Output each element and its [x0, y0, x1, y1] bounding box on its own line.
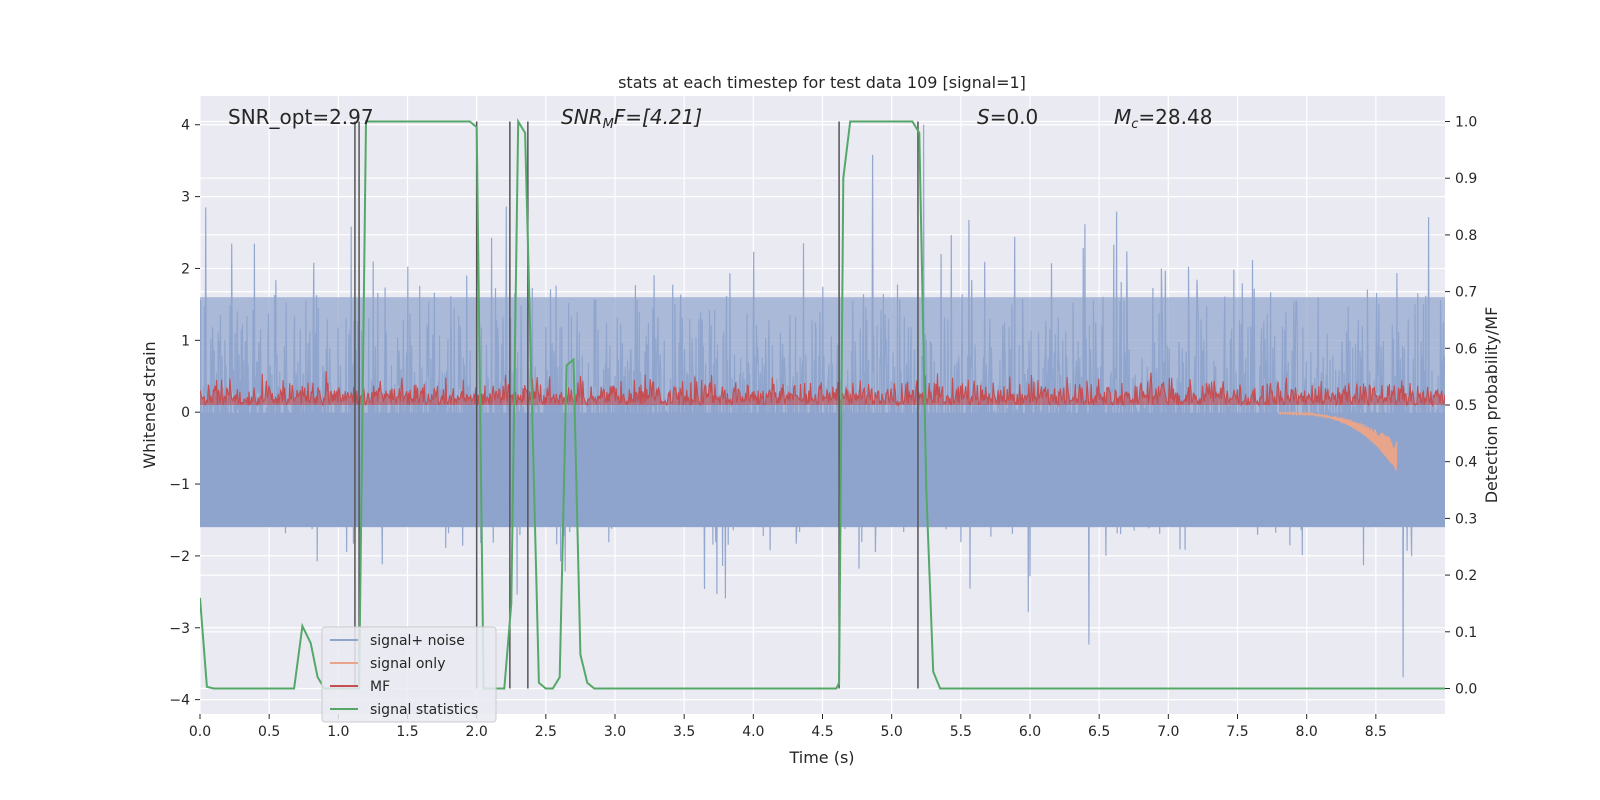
x-tick-label: 0.0 — [189, 724, 211, 740]
y-tick-label: −2 — [169, 549, 190, 565]
x-tick-label: 6.0 — [1019, 724, 1041, 740]
x-tick-label: 8.0 — [1296, 724, 1318, 740]
legend-label-signal-only: signal only — [370, 656, 445, 672]
y2-tick-label: 0.1 — [1455, 625, 1477, 641]
y-tick-label: 4 — [181, 118, 190, 134]
x-tick-label: 0.5 — [258, 724, 280, 740]
series-signal-only — [1278, 410, 1398, 471]
x-tick-label: 7.5 — [1226, 724, 1248, 740]
y-tick-label: 2 — [181, 261, 190, 277]
y2-tick-label: 0.9 — [1455, 171, 1477, 187]
y-tick-label: 0 — [181, 405, 190, 421]
legend-label-signal-noise: signal+ noise — [370, 633, 465, 649]
series-signal-noise-band — [200, 412, 1445, 528]
x-tick-label: 4.0 — [742, 724, 764, 740]
chart-title: stats at each timestep for test data 109… — [618, 73, 1026, 92]
x-tick-label: 3.5 — [673, 724, 695, 740]
x-tick-label: 8.5 — [1365, 724, 1387, 740]
y2-tick-label: 1.0 — [1455, 115, 1477, 131]
x-axis-label: Time (s) — [788, 748, 854, 767]
y2-tick-label: 0.0 — [1455, 681, 1477, 697]
series-mf-fill — [200, 371, 1445, 405]
snr-opt-annotation: SNR_opt=2.97 — [228, 105, 374, 129]
mc-annotation: Mc=28.48 — [1114, 105, 1212, 132]
x-tick-label: 3.0 — [604, 724, 626, 740]
x-tick-label: 1.5 — [396, 724, 418, 740]
legend: signal+ noise signal only MF signal stat… — [321, 626, 497, 723]
y2-axis-label: Detection probability/MF — [1482, 307, 1501, 504]
legend-box — [321, 626, 497, 723]
y2-tick-label: 0.8 — [1455, 228, 1477, 244]
x-tick-label: 1.0 — [327, 724, 349, 740]
y2-tick-label: 0.5 — [1455, 398, 1477, 414]
x-tick-label: 7.0 — [1157, 724, 1179, 740]
x-tick-label: 4.5 — [811, 724, 833, 740]
x-tick-label: 5.0 — [881, 724, 903, 740]
data-layer — [200, 117, 1445, 690]
axes: 0.0 0.5 1.0 1.5 2.0 2.5 3.0 3.5 4.0 4.5 5.0 5.5 6.0 6… — [169, 115, 1477, 740]
x-tick-label: 5.5 — [950, 724, 972, 740]
y-tick-label: 1 — [181, 333, 190, 349]
y2-tick-label: 0.4 — [1455, 455, 1477, 471]
x-tick-label: 6.5 — [1088, 724, 1110, 740]
y2-tick-label: 0.6 — [1455, 341, 1477, 357]
s-annotation: S=0.0 — [977, 105, 1038, 129]
y2-tick-label: 0.7 — [1455, 285, 1477, 301]
y-tick-label: −4 — [169, 693, 190, 709]
x-tick-label: 2.0 — [466, 724, 488, 740]
x-tick-label: 2.5 — [535, 724, 557, 740]
legend-label-mf: MF — [370, 679, 390, 695]
y-tick-label: 3 — [181, 190, 190, 206]
y-tick-label: −3 — [169, 621, 190, 637]
legend-label-signal-statistics: signal statistics — [370, 702, 478, 718]
y-tick-label: −1 — [169, 477, 190, 493]
snr-mf-annotation: SNRMF=[4.21] — [561, 105, 702, 132]
y2-tick-label: 0.2 — [1455, 568, 1477, 584]
series-signal-statistics — [200, 117, 1445, 690]
y-axis-label: Whitened strain — [140, 341, 159, 468]
y2-tick-label: 0.3 — [1455, 511, 1477, 527]
